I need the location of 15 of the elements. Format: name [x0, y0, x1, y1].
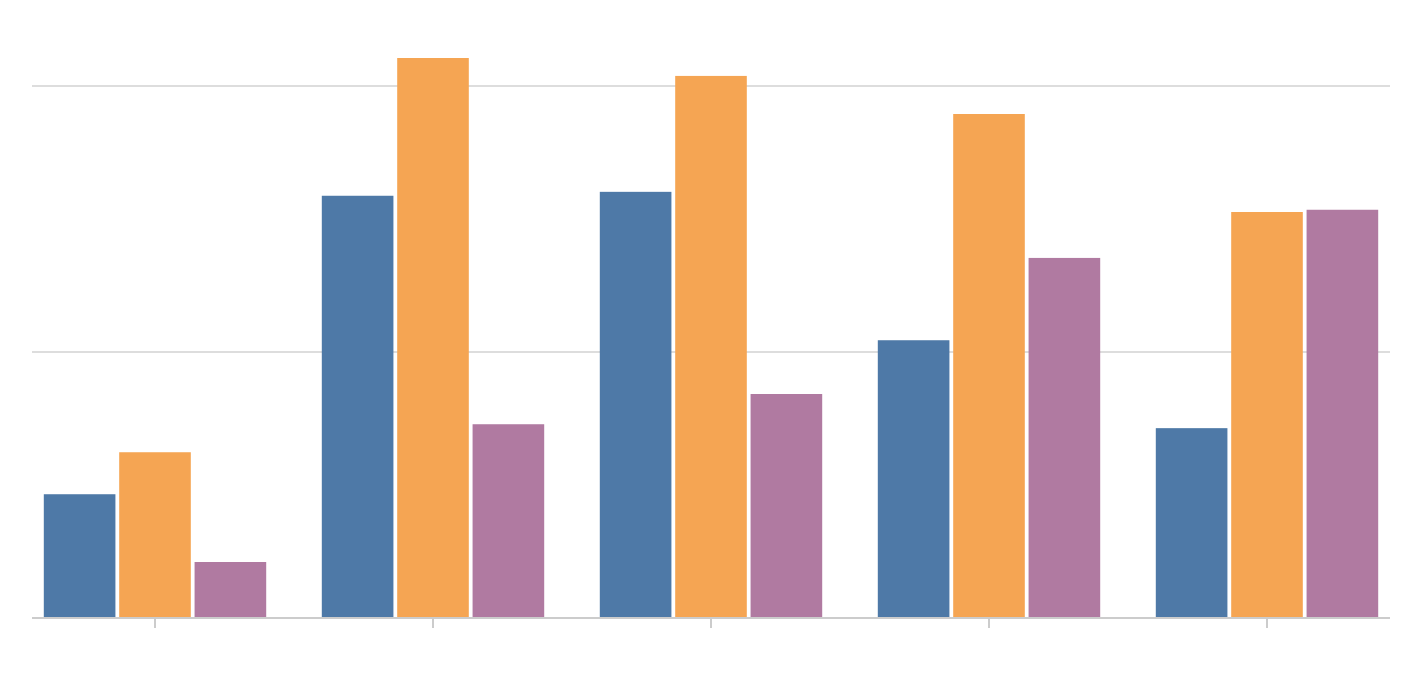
bar [750, 394, 823, 618]
bar [119, 452, 191, 618]
bar [675, 75, 747, 618]
bar [599, 191, 672, 618]
bar [1155, 428, 1228, 618]
bar [194, 562, 267, 618]
bar [321, 195, 394, 618]
bar [1306, 209, 1379, 618]
bar [877, 340, 950, 618]
bar [472, 424, 545, 618]
bar [1028, 257, 1101, 618]
bar [1231, 212, 1303, 618]
bar [43, 494, 116, 618]
bar [953, 114, 1025, 618]
bar [397, 58, 469, 618]
